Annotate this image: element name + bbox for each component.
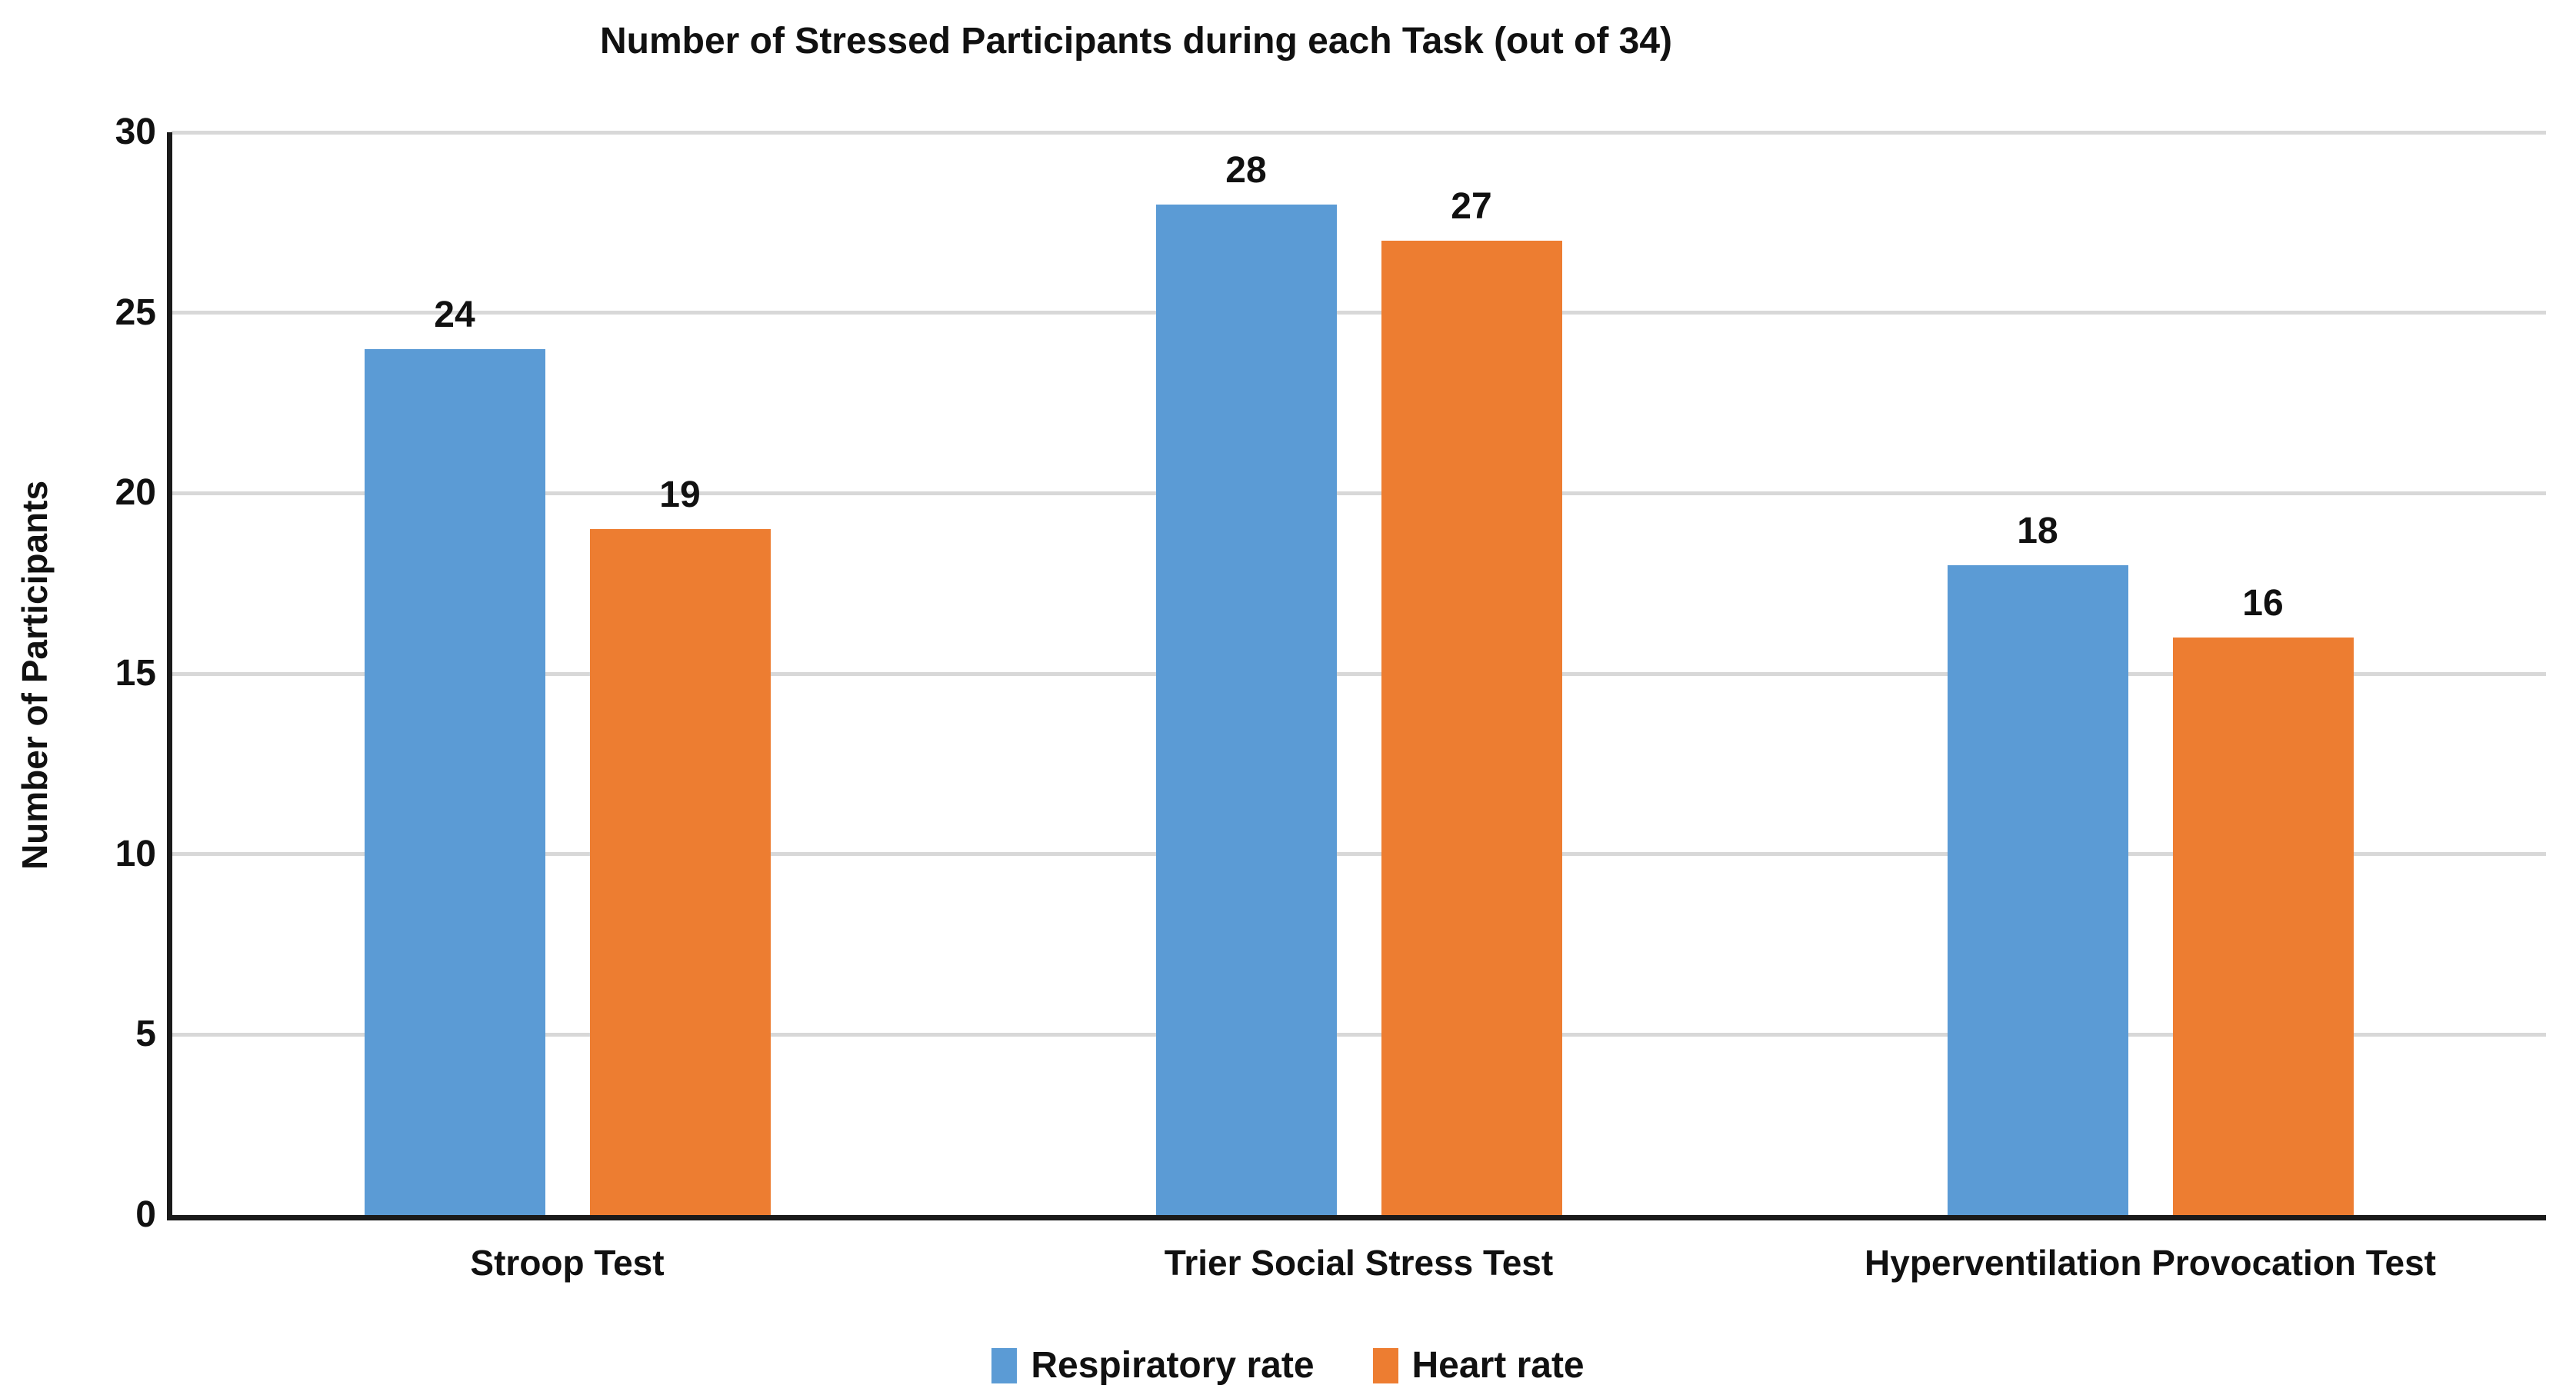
y-tick-label-20: 20 — [115, 472, 156, 514]
gridline-y-20 — [172, 491, 2546, 495]
bar-value-label-respiratory-rate-hyperventilation-provocation-test: 18 — [2017, 511, 2058, 552]
chart-title: Number of Stressed Participants during e… — [599, 21, 1673, 62]
legend-item-heart-rate: Heart rate — [1372, 1344, 1585, 1387]
legend-swatch-respiratory-rate — [991, 1348, 1018, 1383]
gridline-y-15 — [172, 671, 2546, 676]
y-tick-label-10: 10 — [115, 833, 156, 874]
y-tick-label-15: 15 — [115, 653, 156, 694]
bar-value-label-respiratory-rate-trier-social-stress-test: 28 — [1225, 149, 1267, 191]
x-axis-line — [167, 1215, 2546, 1220]
bar-respiratory-rate-trier-social-stress-test — [1155, 204, 1337, 1215]
legend: Respiratory rate Heart rate — [0, 1344, 2576, 1387]
x-tick-label-hyperventilation-provocation-test: Hyperventilation Provocation Test — [1865, 1243, 2436, 1283]
bar-value-label-respiratory-rate-stroop-test: 24 — [434, 294, 475, 335]
y-tick-label-30: 30 — [115, 112, 156, 152]
legend-label-heart-rate: Heart rate — [1411, 1345, 1585, 1386]
legend-swatch-heart-rate — [1372, 1348, 1398, 1383]
y-tick-label-0: 0 — [135, 1194, 156, 1235]
x-tick-label-trier-social-stress-test: Trier Social Stress Test — [1164, 1243, 1554, 1283]
gridline-y-25 — [172, 311, 2546, 315]
bar-heart-rate-trier-social-stress-test — [1381, 240, 1562, 1215]
bar-heart-rate-stroop-test — [589, 529, 771, 1215]
bar-respiratory-rate-hyperventilation-provocation-test — [1947, 565, 2128, 1215]
y-axis-line — [167, 132, 172, 1220]
gridline-y-5 — [172, 1032, 2546, 1037]
bar-respiratory-rate-stroop-test — [364, 348, 545, 1215]
bar-value-label-heart-rate-stroop-test: 19 — [659, 474, 701, 516]
legend-item-respiratory-rate: Respiratory rate — [991, 1344, 1315, 1387]
bar-value-label-heart-rate-trier-social-stress-test: 27 — [1451, 185, 1492, 227]
gridline-y-30 — [172, 130, 2546, 135]
legend-label-respiratory-rate: Respiratory rate — [1031, 1345, 1315, 1386]
bar-heart-rate-hyperventilation-provocation-test — [2172, 638, 2354, 1215]
gridline-y-10 — [172, 852, 2546, 857]
y-tick-label-25: 25 — [115, 291, 156, 333]
y-tick-label-5: 5 — [135, 1014, 156, 1055]
bar-value-label-heart-rate-hyperventilation-provocation-test: 16 — [2242, 583, 2284, 624]
x-tick-label-stroop-test: Stroop Test — [470, 1243, 665, 1283]
